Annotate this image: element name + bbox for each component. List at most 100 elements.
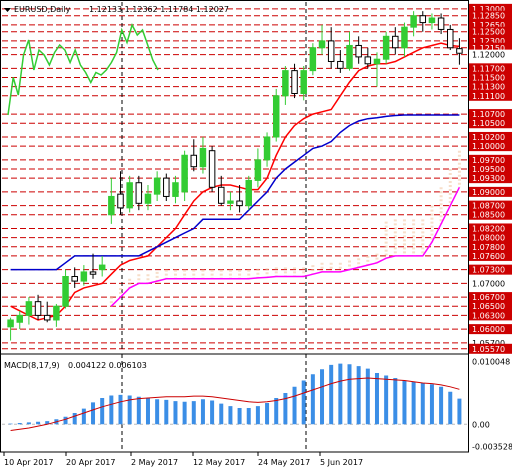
macd-bar (173, 401, 178, 425)
candle-body (373, 58, 381, 65)
price-label-bg (469, 10, 512, 21)
macd-tick-label: 0.010048 (472, 357, 510, 366)
price-label-bg (469, 310, 512, 321)
price-tick-label: 1.06700 (472, 293, 505, 302)
indicator-line (10, 42, 460, 321)
macd-bar (17, 423, 22, 425)
candle-body (447, 28, 454, 49)
candle-body (346, 44, 353, 69)
macd-bar (118, 394, 123, 425)
macd-bar (283, 393, 288, 425)
price-tick-label: 1.12500 (472, 28, 505, 37)
candle-body (25, 301, 33, 316)
macd-bar (182, 401, 187, 425)
macd-bar (265, 403, 270, 425)
candle-body (34, 301, 42, 316)
price-label-bg (469, 343, 512, 354)
price-label-bg (469, 26, 512, 37)
time-axis: 10 Apr 2017 20 Apr 2017 2 May 2017 12 May 2… (3, 452, 363, 467)
macd-bar (109, 395, 114, 425)
price-label-bg (469, 301, 512, 312)
price-label-bg (469, 42, 512, 53)
price-tick-label: 1.12000 (472, 51, 505, 60)
macd-bar (255, 406, 260, 425)
price-tick-label: 1.07300 (472, 266, 505, 275)
macd-bar (347, 364, 352, 425)
price-tick-label: 1.11500 (472, 73, 505, 82)
candle-body (208, 150, 216, 188)
price-tick-label: 1.08000 (472, 234, 505, 243)
indicator-line (10, 114, 460, 271)
price-tick-label: 1.10500 (472, 119, 505, 128)
price-label-bg (469, 109, 512, 120)
macd-bar (448, 391, 453, 425)
time-label: 20 Apr 2017 (66, 458, 115, 467)
macd-bar (310, 374, 315, 425)
candle-body (172, 182, 179, 197)
time-label: 2 May 2017 (131, 458, 178, 467)
macd-tick-label: 0.00 (472, 420, 490, 429)
macd-bar (210, 400, 215, 425)
macd-bar (457, 398, 462, 425)
indicator-line (7, 22, 159, 116)
candle-body (327, 40, 335, 62)
price-tick-label: 1.06000 (472, 325, 505, 334)
candle-body (300, 70, 307, 95)
candle-body (245, 179, 252, 207)
macd-signal-line (10, 377, 460, 431)
price-tick-label: 1.06300 (472, 311, 505, 320)
price-tick-label: 1.07600 (472, 252, 505, 261)
macd-bar (127, 395, 132, 425)
symbol-label: EURUSD,Daily (14, 5, 71, 14)
candle-body (337, 60, 344, 69)
price-frame (0, 0, 469, 355)
time-label: 10 Apr 2017 (4, 458, 53, 467)
macd-bar (338, 363, 343, 425)
price-tick-label: 1.13000 (472, 5, 505, 14)
price-tick-label: 1.11300 (472, 83, 505, 92)
chart-header: EURUSD,Daily 1.12133 1.12362 1.11784 1.1… (4, 5, 229, 14)
candle-body (108, 195, 115, 216)
macd-tick-label: -0.003528 (472, 442, 512, 451)
price-label-bg (469, 19, 512, 30)
price-tick-label: 1.11100 (472, 92, 505, 101)
price-label-bg (469, 118, 512, 129)
macd-bar (45, 421, 50, 425)
macd-bar (145, 398, 150, 425)
macd-bar (374, 373, 379, 425)
price-label-bg (469, 163, 512, 174)
candle-body (98, 264, 106, 271)
price-grid (0, 0, 469, 453)
candles (7, 11, 463, 341)
dropdown-triangle-icon[interactable] (4, 8, 11, 12)
macd-bar (36, 421, 41, 425)
candle-body (272, 95, 280, 138)
candle-body (126, 182, 133, 209)
macd-bar (191, 401, 196, 425)
price-tick-label: 1.11700 (472, 64, 505, 73)
candle-body (117, 193, 124, 209)
price-label-bg (469, 63, 512, 74)
macd-bar (81, 408, 86, 425)
price-label-bg (469, 131, 512, 142)
macd-bar (136, 396, 141, 425)
macd-bar (91, 402, 96, 425)
price-label-bg (469, 250, 512, 261)
macd-bar (411, 381, 416, 425)
candle-body (318, 40, 326, 49)
price-tick-label: 1.12850 (472, 12, 505, 21)
price-tick-label: 1.05700 (472, 339, 505, 348)
price-axis: 1.130001.128501.126501.125001.123001.121… (469, 3, 512, 451)
macd-bar (402, 380, 407, 425)
macd-frame (0, 353, 469, 453)
time-label: 5 Jun 2017 (320, 458, 363, 467)
candle-body (309, 47, 317, 72)
macd-bar (237, 408, 242, 425)
price-tick-label: 1.10000 (472, 142, 505, 151)
candle-body (16, 314, 23, 323)
candle-body (43, 314, 51, 321)
candle-body (428, 17, 436, 24)
price-label-bg (469, 154, 512, 165)
macd-bar (72, 413, 77, 425)
